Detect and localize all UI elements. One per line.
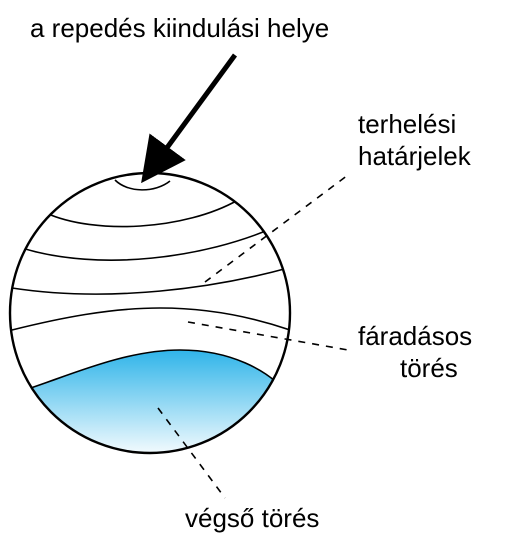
label-load-marks-line2: határjelek xyxy=(358,140,471,173)
leader-fatigue xyxy=(188,322,348,350)
label-load-marks-line1: terhelési xyxy=(358,108,456,141)
fatigue-fracture-diagram xyxy=(0,0,528,546)
label-fatigue-line2: törés xyxy=(400,352,458,385)
label-crack-origin: a repedés kiindulási helye xyxy=(30,12,329,45)
leader-load-marks xyxy=(205,175,348,282)
arrow-to-origin xyxy=(147,55,235,175)
label-final-fracture: végső törés xyxy=(185,502,319,535)
final-fracture-zone xyxy=(10,350,290,460)
label-fatigue-line1: fáradásos xyxy=(358,320,472,353)
